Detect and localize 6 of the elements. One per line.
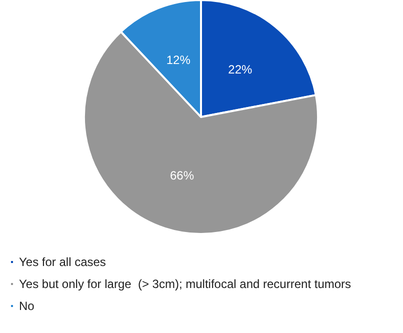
data-label: 22% xyxy=(228,62,253,77)
legend-label: No xyxy=(19,299,35,313)
legend-label: Yes for all cases xyxy=(19,255,106,269)
data-label: 12% xyxy=(166,52,191,67)
data-label: 66% xyxy=(170,168,194,182)
legend-label: Yes but only for large (> 3cm); multifocal and recurrent tumors xyxy=(19,277,352,291)
